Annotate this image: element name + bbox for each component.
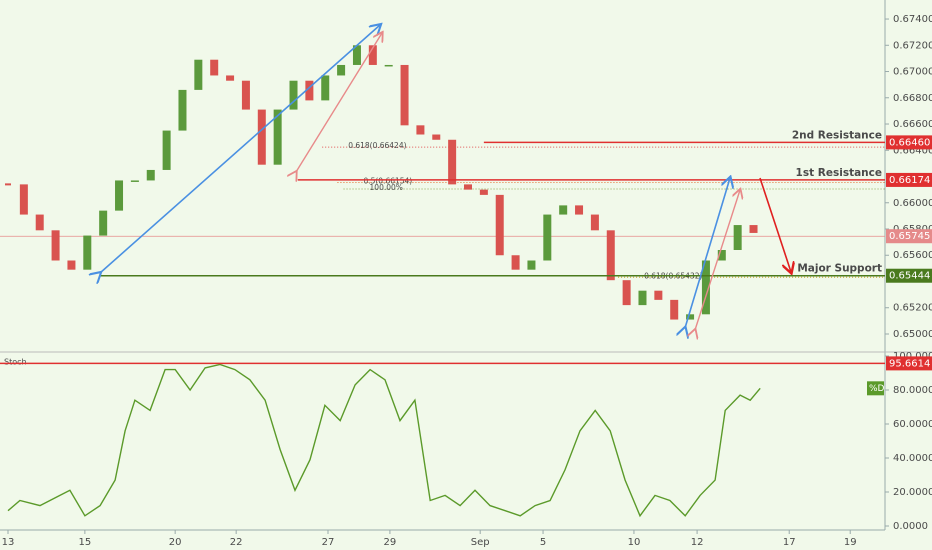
candle (257, 109, 266, 165)
candle (670, 299, 679, 320)
x-tick-label: 27 (322, 537, 335, 548)
candle (289, 80, 298, 110)
y-tick-label: 0.67400 (893, 14, 932, 25)
x-tick-label: 10 (628, 537, 641, 548)
price-tag-label: 95.6614 (889, 358, 930, 369)
candle (479, 189, 488, 195)
trend-arrow (296, 33, 382, 172)
panel-title: Stoch (4, 358, 27, 367)
x-tick-label: 20 (169, 537, 182, 548)
fib-label: 0.618(0.66424) (348, 141, 406, 150)
y-tick-label: 80.0000 (893, 385, 932, 396)
candle (416, 125, 425, 135)
candle (575, 205, 584, 215)
y-tick-label: 0.67000 (893, 67, 932, 78)
x-tick-label: 13 (2, 537, 15, 548)
legend-label: %D (869, 384, 885, 394)
candle (19, 184, 28, 215)
trend-arrow (100, 25, 380, 273)
legend-badge (867, 381, 884, 396)
level-label: Major Support (797, 263, 882, 275)
y-tick-label: 0.0000 (893, 521, 928, 532)
price-tag (886, 135, 932, 150)
candle (527, 260, 536, 270)
x-tick-label: 12 (691, 537, 704, 548)
level-label: 2nd Resistance (792, 129, 882, 141)
candle (337, 64, 346, 76)
candle (654, 290, 663, 300)
candle (464, 184, 473, 190)
candle (448, 139, 457, 185)
fib-label: 0.5(0.66154) (363, 177, 412, 186)
candle (384, 64, 393, 67)
price-tag (886, 356, 932, 371)
candle (146, 169, 155, 181)
y-tick-label: 40.0000 (893, 453, 932, 464)
y-tick-label: 0.67200 (893, 40, 932, 51)
candle (622, 280, 631, 306)
projection-arrow (759, 177, 791, 272)
candle (606, 230, 615, 281)
price-tag (886, 229, 932, 244)
candle (210, 59, 219, 76)
candle (432, 134, 441, 140)
x-tick-label: 19 (844, 537, 857, 548)
candle (194, 59, 203, 90)
price-tag (886, 172, 932, 187)
candle (543, 214, 552, 261)
candle (83, 235, 92, 270)
candle (559, 205, 568, 215)
x-tick-label: 15 (78, 537, 91, 548)
x-tick-label: Sep (471, 537, 490, 548)
drawings (100, 25, 791, 330)
level-label: 1st Resistance (796, 167, 882, 179)
candle (115, 180, 124, 211)
candle (51, 230, 60, 261)
candle (241, 80, 250, 110)
price-tag (886, 268, 932, 283)
x-tick-label: 17 (783, 537, 796, 548)
y-tick-label: 0.66800 (893, 93, 932, 104)
candle (733, 225, 742, 250)
y-tick-label: 60.0000 (893, 419, 932, 430)
candle (99, 210, 108, 236)
candle (749, 225, 758, 233)
candle (511, 255, 520, 270)
y-tick-label: 0.65000 (893, 329, 932, 340)
candle (67, 260, 76, 270)
x-tick-label: 29 (384, 537, 397, 548)
y-tick-label: 0.66400 (893, 145, 932, 156)
candle (226, 75, 235, 81)
y-tick-label: 0.66600 (893, 119, 932, 130)
candle (590, 214, 599, 231)
price-tag-label: 0.66460 (889, 137, 930, 148)
y-tick-label: 0.66000 (893, 198, 932, 209)
stoch-line (7, 363, 761, 518)
x-tick-label: 22 (230, 537, 243, 548)
y-tick-label: 0.65200 (893, 303, 932, 314)
candle (130, 180, 139, 182)
price-tag-label: 0.65444 (889, 271, 930, 282)
candle (495, 194, 504, 256)
fib-label: 100.00% (370, 183, 403, 192)
trend-arrow (695, 190, 740, 330)
candle (162, 130, 171, 170)
candle (321, 75, 330, 101)
price-tag-label: 0.66174 (889, 175, 930, 186)
candle (35, 214, 44, 231)
y-tick-label: 0.65600 (893, 250, 932, 261)
candle (638, 290, 647, 306)
candle (400, 64, 409, 126)
candle (178, 89, 187, 131)
price-tag-label: 0.65745 (889, 231, 930, 242)
x-tick-label: 5 (540, 537, 546, 548)
y-tick-label: 20.0000 (893, 487, 932, 498)
